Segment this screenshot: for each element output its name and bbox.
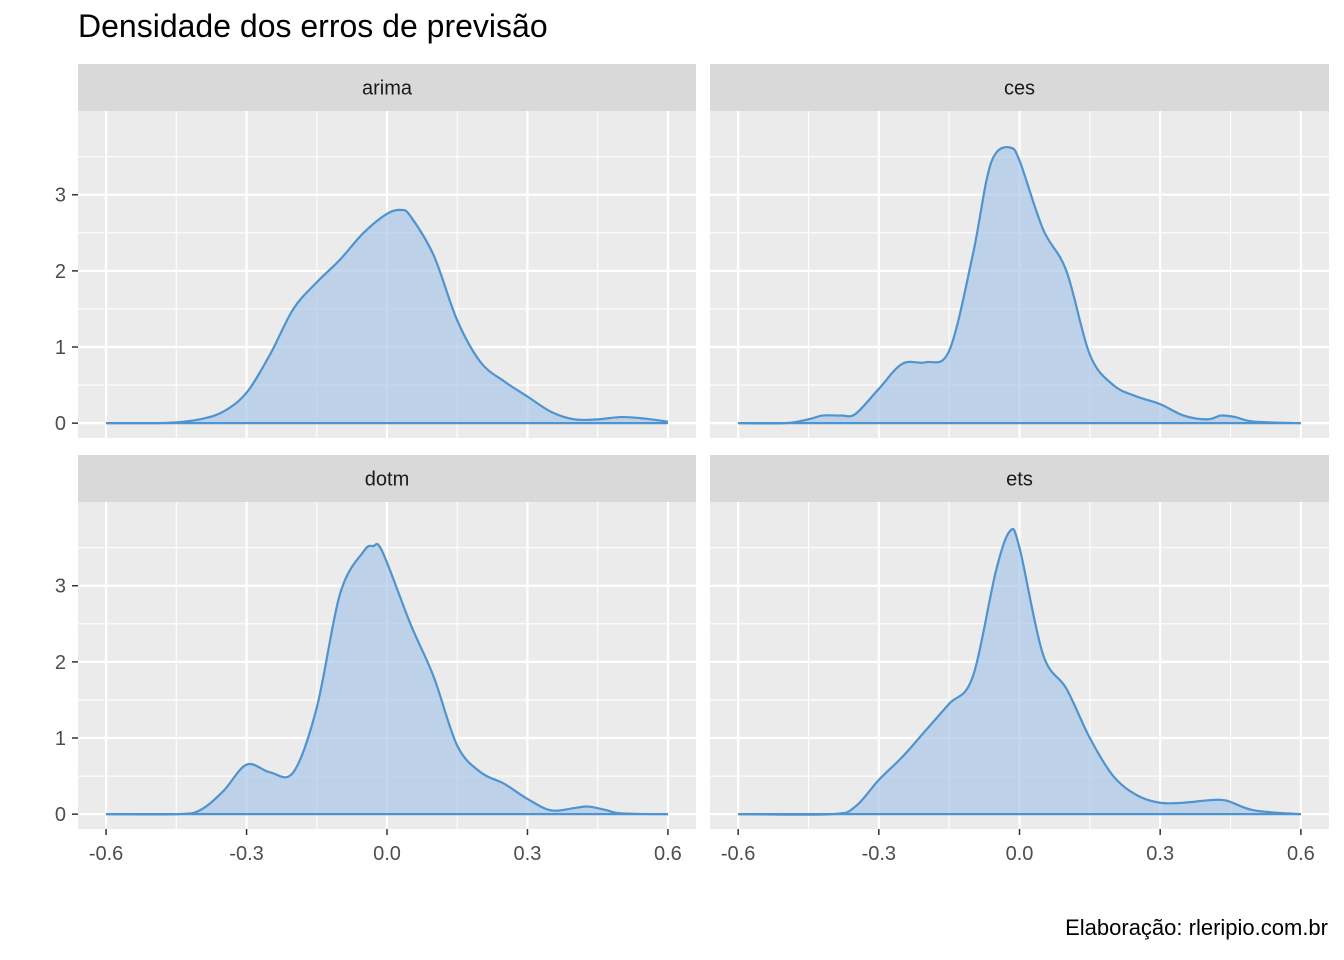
facet-strip-ces: [710, 64, 1329, 111]
y-tick-label: 2: [55, 652, 66, 674]
y-tick-label: 3: [55, 185, 66, 207]
x-tick-label: 0.6: [1287, 843, 1315, 865]
chart-caption: Elaboração: rleripio.com.br: [1065, 915, 1328, 940]
density-area-dotm: [106, 543, 668, 815]
y-tick-label: 0: [55, 804, 66, 826]
x-tick-label: -0.6: [89, 843, 123, 865]
density-line-dotm: [106, 542, 668, 816]
x-tick-label: 0.3: [1146, 843, 1174, 865]
y-tick-label: 2: [55, 261, 66, 283]
x-tick-label: 0.0: [1006, 843, 1034, 865]
density-area-ces: [738, 147, 1301, 424]
density-area-arima: [106, 209, 668, 424]
density-area-ets: [738, 528, 1301, 815]
facet-strip-label-arima: arima: [362, 78, 413, 100]
density-line-ces: [738, 145, 1301, 425]
chart-title: Densidade dos erros de previsão: [78, 8, 548, 44]
facet-strip-label-ets: ets: [1006, 469, 1033, 491]
x-tick-label: -0.3: [862, 843, 896, 865]
y-tick-label: 1: [55, 337, 66, 359]
x-tick-label: -0.3: [229, 843, 263, 865]
density-line-ets: [738, 527, 1301, 816]
facet-strip-arima: [78, 64, 696, 111]
x-tick-label: 0.6: [654, 843, 682, 865]
x-tick-label: -0.6: [721, 843, 755, 865]
x-tick-label: 0.0: [373, 843, 401, 865]
x-tick-label: 0.3: [514, 843, 542, 865]
y-tick-label: 3: [55, 576, 66, 598]
facet-strip-label-ces: ces: [1004, 78, 1035, 100]
facet-strip-dotm: [78, 455, 696, 502]
density-line-arima: [106, 208, 669, 425]
facet-strip-label-dotm: dotm: [365, 469, 409, 491]
facet-strip-ets: [710, 455, 1329, 502]
y-tick-label: 0: [55, 413, 66, 435]
y-tick-label: 1: [55, 728, 66, 750]
